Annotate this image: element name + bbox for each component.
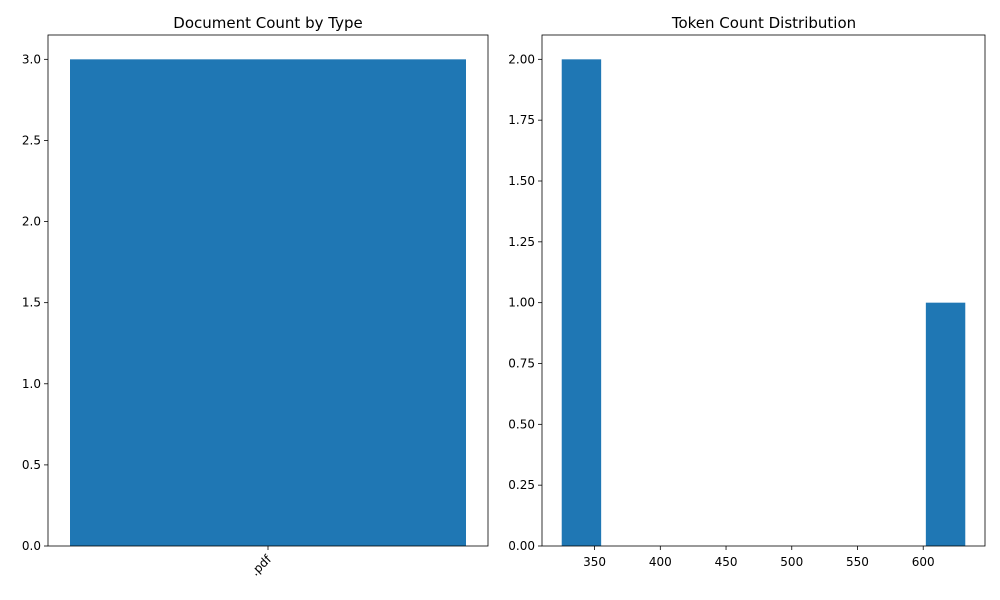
x-tick-label: 450 [715, 555, 738, 569]
y-tick-label: 0.75 [508, 357, 535, 371]
y-tick-label: 0.5 [22, 458, 41, 472]
axes-frame [541, 34, 986, 547]
x-tick-label: 350 [583, 555, 606, 569]
y-tick-label: 2.5 [22, 133, 41, 147]
y-tick-label: 1.5 [22, 296, 41, 310]
y-tick-label: 0.00 [508, 539, 535, 553]
y-tick-label: 0.0 [22, 539, 41, 553]
histogram-bar [925, 302, 966, 546]
document-count-chart: Document Count by Type 0.0 0.5 1.0 1.5 2.0 2.… [22, 14, 489, 579]
y-tick-label: 2.00 [508, 52, 535, 66]
x-tick-label: 550 [846, 555, 869, 569]
y-tick-label: 3.0 [22, 52, 41, 66]
document-count-title: Document Count by Type [173, 14, 362, 32]
x-tick-label: 600 [912, 555, 935, 569]
y-tick-label: 0.50 [508, 417, 535, 431]
x-tick-label: 400 [649, 555, 672, 569]
y-tick-label: 2.0 [22, 215, 41, 229]
token-count-chart: Token Count Distribution 0.00 0.25 0.50 0.7… [508, 14, 986, 569]
y-tick-label: 1.0 [22, 377, 41, 391]
bar-pdf [70, 59, 466, 546]
x-tick-label: .pdf [248, 552, 275, 579]
histogram-bar [561, 59, 602, 546]
token-count-title: Token Count Distribution [671, 14, 856, 32]
y-tick-label: 1.75 [508, 113, 535, 127]
y-tick-label: 1.50 [508, 174, 535, 188]
y-tick-label: 1.25 [508, 235, 535, 249]
y-tick-label: 1.00 [508, 296, 535, 310]
x-tick-label: 500 [780, 555, 803, 569]
y-tick-label: 0.25 [508, 478, 535, 492]
axes-frame [47, 34, 489, 547]
